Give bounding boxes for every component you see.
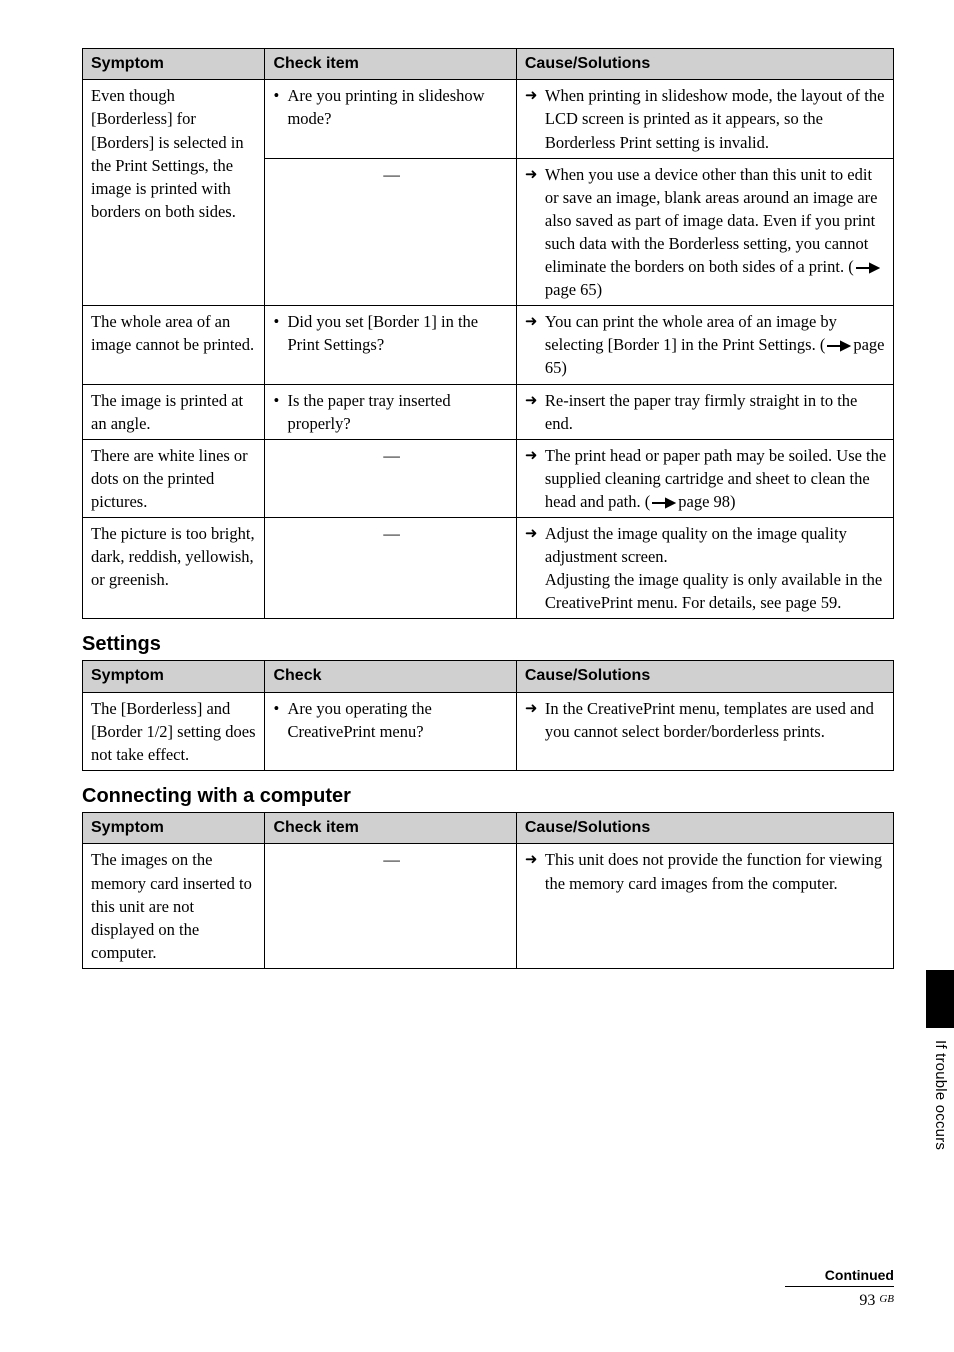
solution-cell: You can print the whole area of an image…	[516, 306, 893, 384]
solution-text: When printing in slideshow mode, the lay…	[525, 84, 887, 153]
symptom-cell: The picture is too bright, dark, reddish…	[83, 517, 265, 618]
check-bullet: Is the paper tray inserted properly?	[273, 389, 509, 435]
symptom-cell: Even though [Borderless] for [Borders] i…	[83, 80, 265, 306]
solution-cell: This unit does not provide the function …	[516, 844, 893, 968]
solution-text: Re-insert the paper tray firmly straight…	[525, 389, 887, 435]
col-check: Check item	[265, 813, 516, 844]
troubleshoot-table-3: Symptom Check item Cause/Solutions The i…	[82, 812, 894, 969]
check-cell: Did you set [Border 1] in the Print Sett…	[265, 306, 516, 384]
side-section-label: If trouble occurs	[932, 1040, 949, 1150]
ref-arrow-icon	[856, 260, 880, 277]
solution-text: You can print the whole area of an image…	[525, 310, 887, 379]
solution-text: In the CreativePrint menu, templates are…	[525, 697, 887, 743]
check-cell: Are you printing in slideshow mode?	[265, 80, 516, 158]
check-bullet: Did you set [Border 1] in the Print Sett…	[273, 310, 509, 356]
symptom-cell: The whole area of an image cannot be pri…	[83, 306, 265, 384]
solution-cell: When you use a device other than this un…	[516, 158, 893, 306]
check-cell: Is the paper tray inserted properly?	[265, 384, 516, 439]
solution-cell: Re-insert the paper tray firmly straight…	[516, 384, 893, 439]
side-tab-marker	[926, 970, 954, 1028]
symptom-cell: The images on the memory card inserted t…	[83, 844, 265, 968]
troubleshoot-table-2: Symptom Check Cause/Solutions The [Borde…	[82, 660, 894, 771]
check-bullet: Are you operating the CreativePrint menu…	[273, 697, 509, 743]
table-row: The [Borderless] and [Border 1/2] settin…	[83, 692, 894, 770]
solution-cell: Adjust the image quality on the image qu…	[516, 517, 893, 618]
ref-arrow-icon	[827, 338, 851, 355]
solution-text: When you use a device other than this un…	[525, 163, 887, 302]
solution-text: Adjust the image quality on the image qu…	[525, 522, 887, 614]
solution-text: The print head or paper path may be soil…	[525, 444, 887, 513]
continued-label: Continued	[785, 1267, 894, 1287]
table-header-row: Symptom Check Cause/Solutions	[83, 661, 894, 692]
col-symptom: Symptom	[83, 813, 265, 844]
table-header-row: Symptom Check item Cause/Solutions	[83, 49, 894, 80]
col-solutions: Cause/Solutions	[516, 661, 893, 692]
check-cell: —	[265, 517, 516, 618]
solution-text: This unit does not provide the function …	[525, 848, 887, 894]
table-row: The images on the memory card inserted t…	[83, 844, 894, 968]
heading-connecting: Connecting with a computer	[82, 785, 894, 808]
col-check: Check	[265, 661, 516, 692]
solution-cell: In the CreativePrint menu, templates are…	[516, 692, 893, 770]
table-row: There are white lines or dots on the pri…	[83, 439, 894, 517]
table-row: Even though [Borderless] for [Borders] i…	[83, 80, 894, 158]
page-number: 93 GB	[859, 1292, 894, 1309]
col-symptom: Symptom	[83, 661, 265, 692]
check-cell: Are you operating the CreativePrint menu…	[265, 692, 516, 770]
check-cell: —	[265, 439, 516, 517]
solution-cell: The print head or paper path may be soil…	[516, 439, 893, 517]
table-row: The whole area of an image cannot be pri…	[83, 306, 894, 384]
troubleshoot-table-1: Symptom Check item Cause/Solutions Even …	[82, 48, 894, 619]
col-solutions: Cause/Solutions	[516, 813, 893, 844]
check-bullet: Are you printing in slideshow mode?	[273, 84, 509, 130]
symptom-cell: The [Borderless] and [Border 1/2] settin…	[83, 692, 265, 770]
col-symptom: Symptom	[83, 49, 265, 80]
heading-settings: Settings	[82, 633, 894, 656]
col-solutions: Cause/Solutions	[516, 49, 893, 80]
check-cell: —	[265, 158, 516, 306]
table-header-row: Symptom Check item Cause/Solutions	[83, 813, 894, 844]
col-check: Check item	[265, 49, 516, 80]
solution-cell: When printing in slideshow mode, the lay…	[516, 80, 893, 158]
footer: Continued 93 GB	[785, 1267, 894, 1310]
ref-arrow-icon	[652, 495, 676, 512]
symptom-cell: The image is printed at an angle.	[83, 384, 265, 439]
table-row: The picture is too bright, dark, reddish…	[83, 517, 894, 618]
symptom-cell: There are white lines or dots on the pri…	[83, 439, 265, 517]
check-cell: —	[265, 844, 516, 968]
table-row: The image is printed at an angle. Is the…	[83, 384, 894, 439]
